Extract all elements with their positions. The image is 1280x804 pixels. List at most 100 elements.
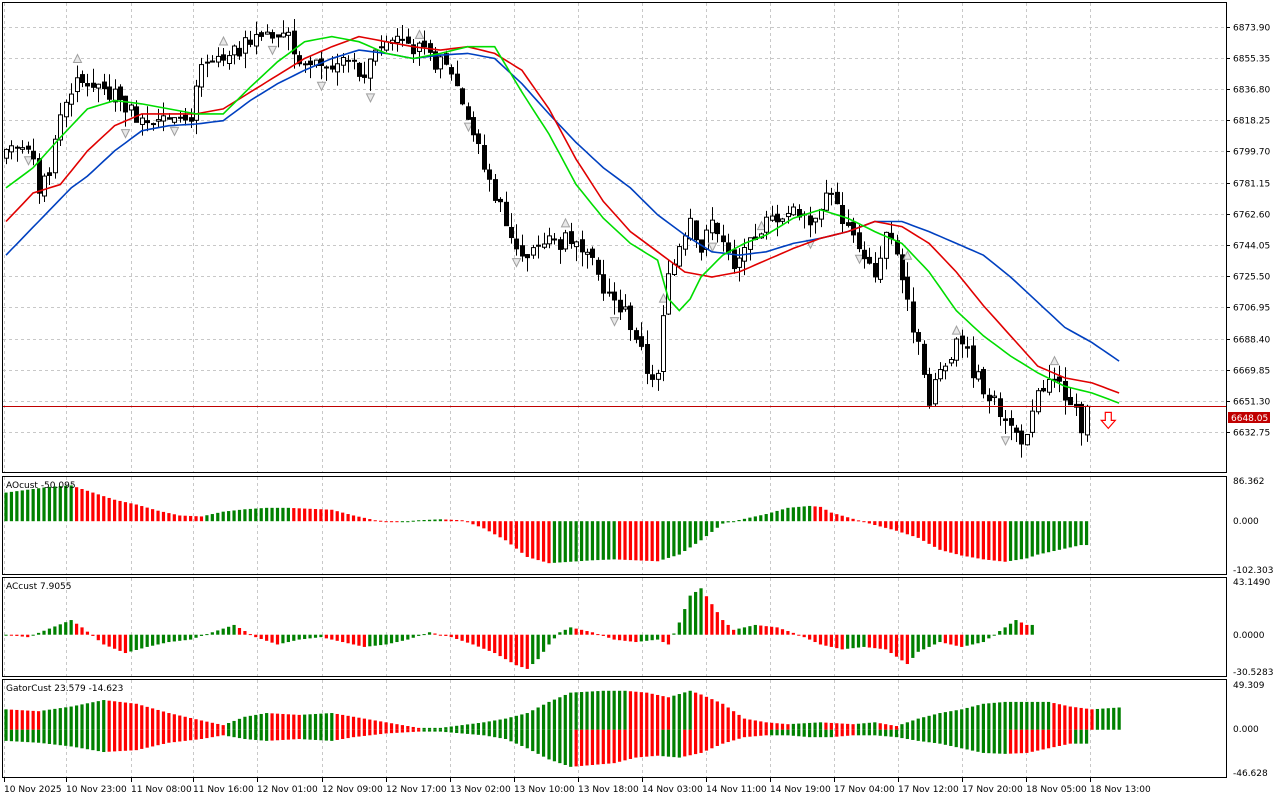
ac-histogram-bar [780, 629, 785, 635]
gator-upper-bar [482, 722, 486, 730]
ao-histogram-bar [20, 490, 24, 522]
ao-histogram-bar [797, 506, 801, 522]
ao-histogram-bar [1030, 521, 1034, 557]
gator-upper-bar [943, 712, 947, 730]
ac-histogram-bar [216, 630, 220, 635]
ao-histogram-bar [373, 520, 377, 522]
ao-histogram-bar [596, 521, 600, 561]
gator-upper-bar [498, 719, 502, 730]
gator-upper-bar [1084, 708, 1089, 730]
gator-upper-bar [411, 726, 415, 730]
ac-histogram-bar [248, 634, 252, 636]
ac-histogram-bar [140, 634, 144, 649]
gator-lower-bar [884, 729, 888, 737]
candle-bear [607, 291, 612, 294]
ao-histogram-bar [862, 521, 866, 523]
gator-upper-bar [1068, 706, 1072, 730]
ac-histogram-bar [569, 627, 573, 635]
gator-pane [4, 690, 1121, 767]
gator-lower-bar [574, 729, 578, 767]
ac-histogram-bar [178, 634, 182, 641]
gator-upper-bar [1090, 709, 1094, 730]
gator-upper-bar [58, 708, 62, 730]
candle-bear [362, 74, 367, 78]
ao-histogram-bar [31, 488, 35, 522]
ac-histogram-bar [167, 634, 171, 643]
gator-lower-bar [900, 729, 904, 739]
gator-upper-bar [308, 714, 312, 730]
candle-bear [520, 245, 525, 257]
candle-bull [156, 119, 161, 122]
gator-lower-bar [1084, 729, 1089, 744]
gator-upper-bar [558, 697, 562, 730]
candle-bear [189, 117, 194, 122]
gator-upper-bar [232, 720, 236, 730]
gator-upper-bar [791, 723, 795, 730]
ao-histogram-bar [482, 521, 486, 529]
ao-histogram-bar [362, 517, 366, 522]
ao-histogram-bar [1036, 521, 1040, 555]
ao-histogram-bar [726, 521, 730, 523]
gator-lower-bar [976, 729, 980, 752]
ac-histogram-bar [960, 634, 964, 647]
ac-histogram-bar [151, 634, 155, 646]
ao-histogram-bar [1014, 521, 1018, 561]
gator-lower-bar [465, 729, 470, 734]
gator-upper-bar [835, 723, 839, 730]
candle-bull [943, 365, 948, 372]
ao-histogram-bar [449, 519, 453, 522]
candle-bull [878, 257, 883, 280]
ao-histogram-bar [992, 521, 996, 561]
gator-lower-bar [199, 729, 204, 740]
gator-lower-bar [498, 729, 502, 739]
gator-lower-bar [558, 729, 562, 764]
candle-bear [134, 106, 139, 123]
ao-histogram-bar [889, 521, 893, 530]
ac-histogram-bar [590, 632, 595, 635]
ao-histogram-bar [368, 519, 372, 522]
time-tick-label: 17 Nov 12:00 [898, 785, 959, 795]
ao-histogram-bar [813, 506, 817, 522]
gator-lower-bar [417, 729, 421, 732]
ac-histogram-bar [672, 633, 676, 635]
candle-bear [601, 274, 606, 294]
gator-lower-bar [617, 729, 622, 762]
gator-lower-bar [346, 729, 350, 739]
gator-lower-bar [96, 729, 100, 752]
gator-upper-bar [373, 720, 377, 730]
gator-upper-bar [91, 702, 95, 730]
ac-histogram-bar [965, 634, 969, 646]
gator-upper-bar [753, 720, 757, 730]
ao-histogram-bar [417, 520, 421, 522]
gator-lower-bar [476, 729, 481, 735]
ao-histogram-bar [167, 513, 171, 522]
gator-upper-bar [531, 710, 535, 730]
gator-upper-bar [715, 701, 719, 730]
gator-upper-bar [552, 699, 557, 730]
candle-bear [487, 169, 492, 180]
ac-histogram-bar [884, 634, 888, 650]
gator-upper-bar [954, 710, 958, 730]
ao-histogram-bar [303, 508, 307, 522]
fractal-down-icon [267, 45, 278, 56]
candle-bull [281, 32, 286, 38]
gator-lower-bar [911, 729, 915, 740]
candle-bull [113, 88, 118, 103]
candle-bear [433, 51, 438, 70]
ac-histogram-bar [677, 622, 681, 635]
fractal-up-icon [218, 35, 229, 46]
ao-histogram-bar [938, 521, 942, 550]
ao-histogram-bar [829, 512, 833, 522]
ac-histogram-bar [373, 634, 377, 646]
ao-histogram-bar [569, 521, 573, 562]
candle-bull [531, 247, 536, 256]
gator-lower-bar [894, 729, 899, 738]
ac-histogram-bar [889, 634, 893, 654]
ac-histogram-bar [91, 634, 95, 636]
gator-upper-bar [607, 690, 611, 730]
ao-histogram-bar [547, 521, 551, 564]
ao-histogram-bar [254, 508, 258, 522]
candle-bear [590, 248, 595, 258]
gator-upper-bar [775, 723, 779, 730]
gator-lower-bar [873, 729, 877, 736]
